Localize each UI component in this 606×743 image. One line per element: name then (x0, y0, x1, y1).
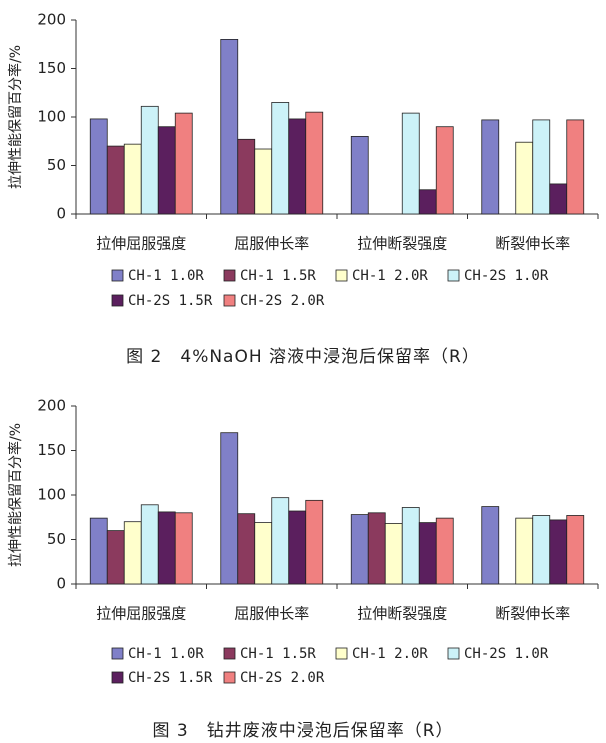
category-label: 屈服伸长率 (234, 605, 309, 623)
figure-caption: 图 3 钻井废液中浸泡后保留率（R） (0, 716, 606, 741)
legend-swatch (223, 647, 236, 660)
y-tick-label: 50 (47, 156, 66, 174)
bar (220, 432, 239, 585)
bar-chart-naoh: 拉伸性能保留百分率/% 0 50 100 150 200 拉伸屈服强度 屈服伸长率 拉伸断裂强度… (7, 11, 599, 309)
legend-swatch (111, 294, 124, 307)
bar (566, 515, 585, 585)
category-label: 拉伸断裂强度 (357, 235, 447, 253)
legend-swatch (223, 294, 236, 307)
bar (515, 517, 534, 585)
legend-swatch (447, 269, 460, 282)
category-label: 断裂伸长率 (495, 235, 570, 253)
y-tick-label: 150 (37, 59, 66, 77)
bar (401, 507, 420, 585)
legend-label: CH-2S 1.5R (128, 670, 213, 686)
bar (157, 126, 176, 215)
bar (271, 102, 290, 215)
y-tick-label: 200 (37, 11, 66, 29)
category-label: 拉伸屈服强度 (96, 235, 186, 253)
bar (305, 499, 324, 585)
category-label: 拉伸屈服强度 (96, 605, 186, 623)
legend-swatch (223, 269, 236, 282)
bar (532, 515, 551, 585)
legend-swatch (447, 647, 460, 660)
legend-label: CH-2S 1.0R (464, 268, 549, 284)
bar (367, 512, 386, 585)
legend-swatch (111, 647, 124, 660)
y-tick-label: 0 (56, 205, 66, 223)
legend-swatch (111, 671, 124, 684)
bar (350, 135, 369, 215)
y-tick-label: 150 (37, 441, 66, 459)
legend-swatch (223, 671, 236, 684)
y-tick-label: 200 (37, 397, 66, 415)
figure-2: 拉伸性能保留百分率/% 0 50 100 150 200 拉伸屈服强度 屈服伸长率 拉伸断裂强度… (0, 11, 606, 367)
bar (532, 119, 551, 215)
figure-3: 拉伸性能保留百分率/% 0 50 100 150 200 拉伸屈服强度 屈服伸长率 拉伸断裂强度… (0, 388, 606, 743)
caption-text: 4%NaOH 溶液中浸泡后保留率（R） (180, 347, 480, 367)
bar (254, 522, 273, 585)
bar (237, 138, 256, 215)
legend-label: CH-1 2.0R (352, 646, 428, 662)
legend-swatch (335, 269, 348, 282)
legend-label: CH-1 2.0R (352, 268, 428, 284)
bar (174, 112, 193, 215)
legend-label: CH-2S 1.5R (128, 293, 213, 309)
bar (140, 105, 159, 215)
bar (435, 126, 454, 215)
legend-label: CH-2S 1.0R (464, 646, 549, 662)
bar (157, 511, 176, 585)
bar (418, 522, 437, 585)
bar (123, 521, 142, 585)
bar (288, 118, 307, 215)
y-axis-label: 拉伸性能保留百分率/% (7, 423, 24, 567)
y-tick-label: 50 (47, 530, 66, 548)
legend-label: CH-2S 2.0R (240, 293, 325, 309)
category-label: 拉伸断裂强度 (357, 605, 447, 623)
bar (350, 514, 369, 585)
bar (481, 506, 500, 585)
bar (106, 530, 125, 585)
category-label: 断裂伸长率 (495, 605, 570, 623)
bar (123, 143, 142, 215)
bar (106, 145, 125, 215)
legend-label: CH-1 1.0R (128, 646, 204, 662)
legend-swatch (111, 269, 124, 282)
bar (288, 510, 307, 585)
legend-label: CH-1 1.0R (128, 268, 204, 284)
caption-number: 图 3 (152, 721, 189, 741)
legend-label: CH-1 1.5R (240, 646, 316, 662)
y-tick-label: 100 (37, 108, 66, 126)
bar (140, 504, 159, 585)
bar (89, 118, 108, 215)
bar (566, 119, 585, 215)
bar (549, 183, 568, 215)
bar (305, 111, 324, 215)
bar (174, 512, 193, 585)
figure-caption: 图 2 4%NaOH 溶液中浸泡后保留率（R） (0, 342, 606, 367)
bar (418, 189, 437, 215)
caption-text: 钻井废液中浸泡后保留率（R） (206, 721, 454, 741)
bar (271, 497, 290, 585)
bar (89, 517, 108, 585)
bar (237, 513, 256, 585)
bar (435, 517, 454, 585)
category-label: 屈服伸长率 (234, 235, 309, 253)
bar (549, 519, 568, 585)
bar (254, 148, 273, 215)
bar (515, 141, 534, 215)
legend-swatch (335, 647, 348, 660)
bar-chart-drilling-fluid: 拉伸性能保留百分率/% 0 50 100 150 200 拉伸屈服强度 屈服伸长率 拉伸断裂强度… (7, 397, 599, 686)
legend-label: CH-1 1.5R (240, 268, 316, 284)
y-tick-label: 100 (37, 486, 66, 504)
y-axis-label: 拉伸性能保留百分率/% (7, 45, 24, 189)
y-tick-label: 0 (56, 575, 66, 593)
bar (401, 112, 420, 215)
bar (220, 39, 239, 215)
caption-number: 图 2 (126, 347, 163, 367)
bar (481, 119, 500, 215)
legend-label: CH-2S 2.0R (240, 670, 325, 686)
bar (384, 523, 403, 585)
